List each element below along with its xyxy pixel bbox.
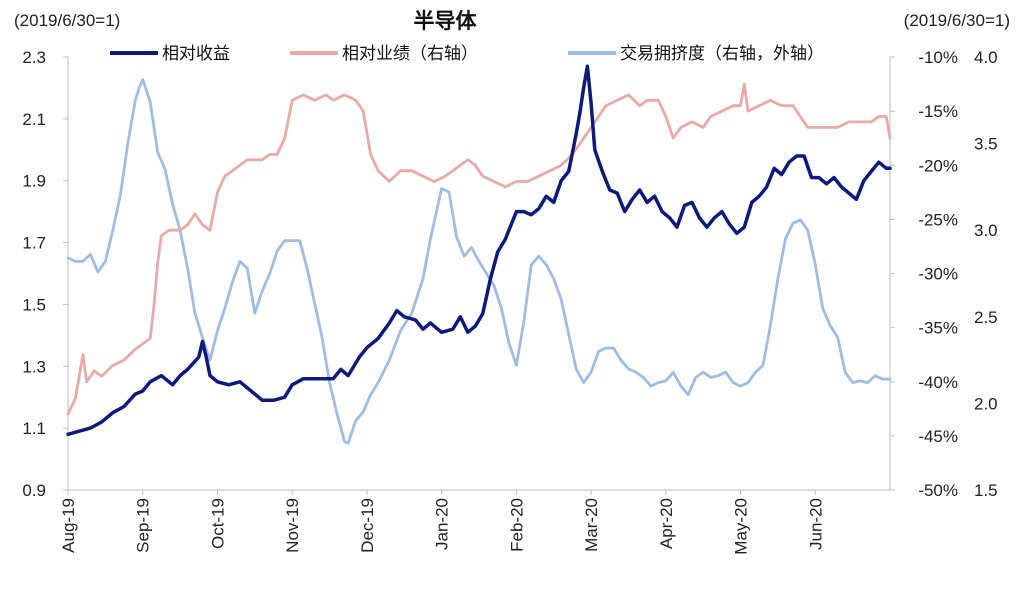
left-axis-tick-label: 2.1: [22, 110, 46, 129]
right-axis-tick-label: -45%: [918, 427, 958, 446]
relative-performance-line: [66, 82, 892, 416]
trading-crowding-line: [66, 78, 892, 445]
x-axis-tick-label: Mar-20: [582, 498, 601, 552]
legend-label-relative-return: 相对收益: [162, 44, 230, 63]
right-axis-note: (2019/6/30=1): [904, 11, 1010, 30]
legend: 相对收益 相对业绩（右轴） 交易拥挤度（右轴，外轴）: [110, 44, 824, 63]
x-axis-tick-label: Apr-20: [657, 498, 676, 549]
outer-axis-tick-label: 1.5: [974, 481, 998, 500]
right-axis-tick-label: -40%: [918, 373, 958, 392]
x-axis-tick-label: Jan-20: [433, 498, 452, 550]
right-axis-tick-label: -35%: [918, 319, 958, 338]
right-axis-tick-label: -20%: [918, 156, 958, 175]
left-axis-tick-label: 0.9: [22, 481, 46, 500]
right-axis-tick-label: -15%: [918, 102, 958, 121]
left-axis-tick-label: 1.3: [22, 357, 46, 376]
relative-return-line: [66, 64, 892, 437]
x-axis-tick-label: Sep-19: [134, 498, 153, 553]
x-axis-tick-label: Jun-20: [806, 498, 825, 550]
left-axis-tick-label: 1.7: [22, 234, 46, 253]
outer-axis-tick-label: 3.0: [974, 221, 998, 240]
outer-axis-tick-label: 2.0: [974, 394, 998, 413]
left-axis-tick-label: 2.3: [22, 48, 46, 67]
outer-axis-tick-label: 2.5: [974, 308, 998, 327]
chart-title: 半导体: [414, 9, 478, 33]
axes: 0.9 1.1 1.3 1.5 1.7 1.9 2.1 2.3 -50% -45% -40% -35%…: [22, 48, 997, 555]
x-axis-tick-label: Nov-19: [283, 498, 302, 553]
series-lines: [66, 64, 892, 445]
x-axis-tick-label: Oct-19: [208, 498, 227, 549]
left-axis-tick-label: 1.1: [22, 419, 46, 438]
x-axis-tick-label: Feb-20: [507, 498, 526, 552]
left-axis-tick-label: 1.9: [22, 172, 46, 191]
right-axis-tick-label: -25%: [918, 210, 958, 229]
legend-label-trading-crowding: 交易拥挤度（右轴，外轴）: [620, 44, 824, 63]
right-axis-tick-label: -50%: [918, 481, 958, 500]
right-axis-tick-label: -30%: [918, 265, 958, 284]
right-axis-tick-label: -10%: [918, 48, 958, 67]
x-axis-tick-label: Aug-19: [59, 498, 78, 553]
left-axis-note: (2019/6/30=1): [14, 11, 120, 30]
x-axis-tick-label: May-20: [732, 498, 751, 555]
x-axis-tick-label: Dec-19: [358, 498, 377, 553]
outer-axis-tick-label: 3.5: [974, 135, 998, 154]
left-axis-tick-label: 1.5: [22, 295, 46, 314]
legend-label-relative-performance: 相对业绩（右轴）: [342, 44, 478, 63]
outer-axis-tick-label: 4.0: [974, 48, 998, 67]
